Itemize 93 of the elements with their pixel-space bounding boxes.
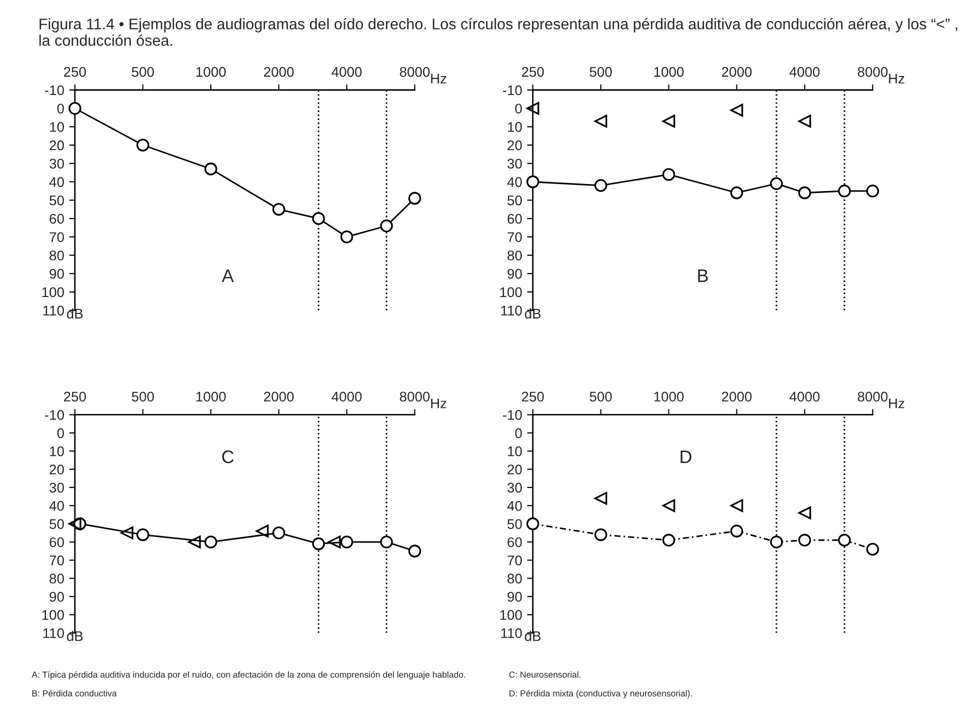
x-tick-label: 1000 — [196, 67, 226, 77]
y-axis-title: dB — [524, 630, 541, 642]
x-tick-label: 8000 — [858, 392, 888, 402]
text: B: Pérdida conductiva — [32, 690, 117, 696]
annotation: B — [698, 270, 708, 282]
text: A: Típica pérdida auditiva inducida por el ruido, con afectación de la zona de comprensión del lenguaje hablado. — [32, 671, 466, 680]
y-tick-label: 30 — [50, 482, 64, 493]
x-tick-label: 250 — [64, 67, 86, 77]
y-tick-label: 110 — [501, 306, 522, 316]
annotation: D — [680, 450, 692, 464]
x-tick-label: 1000 — [196, 392, 226, 402]
y-tick-label: 20 — [50, 464, 64, 474]
x-tick-label: 250 — [522, 392, 544, 402]
y-tick-label: 80 — [508, 250, 522, 260]
y-tick-label: 40 — [507, 177, 522, 187]
y-tick-label: 100 — [42, 287, 64, 298]
y-tick-label: 10 — [50, 122, 64, 132]
y-tick-label: 0 — [57, 104, 64, 114]
y-tick-label: 110 — [43, 306, 64, 316]
y-tick-label: 0 — [515, 428, 522, 438]
text: D: Pérdida mixta (conductiva y neurosensorial). — [510, 690, 692, 698]
y-axis-title: dB — [66, 308, 83, 319]
x-tick-label: 500 — [132, 392, 154, 402]
x-tick-label: 8000 — [400, 392, 430, 402]
x-tick-label: 500 — [590, 392, 612, 402]
y-tick-label: 80 — [508, 574, 522, 584]
y-axis-title: dB — [66, 630, 83, 642]
x-tick-label: 4000 — [332, 67, 362, 77]
y-tick-label: 30 — [507, 158, 522, 169]
x-tick-label: 250 — [64, 392, 86, 402]
y-tick-label: 70 — [508, 232, 522, 242]
x-tick-label: 1000 — [654, 67, 684, 77]
y-tick-label: 70 — [50, 232, 64, 242]
y-tick-label: 0 — [515, 104, 522, 114]
y-tick-label: 60 — [50, 537, 64, 548]
y-tick-label: 90 — [508, 268, 522, 279]
y-tick-label: 20 — [508, 464, 522, 474]
y-tick-label: 10 — [508, 122, 522, 132]
x-axis-title: Hz — [889, 398, 904, 408]
annotation: A — [222, 270, 234, 282]
x-tick-label: 4000 — [790, 67, 820, 77]
x-tick-label: 250 — [522, 67, 544, 77]
y-tick-label: -10 — [45, 85, 64, 96]
y-tick-label: 90 — [50, 268, 64, 279]
y-tick-label: 50 — [50, 195, 64, 206]
y-tick-label: 60 — [508, 214, 522, 224]
y-tick-label: 60 — [50, 214, 64, 224]
y-tick-label: 80 — [50, 574, 64, 584]
y-tick-label: 50 — [50, 519, 64, 529]
y-tick-label: 50 — [507, 195, 522, 206]
y-tick-label: 20 — [508, 140, 522, 150]
y-tick-label: 10 — [508, 446, 522, 456]
x-tick-label: 1000 — [654, 392, 684, 402]
y-tick-label: 10 — [50, 446, 64, 456]
x-tick-label: 500 — [132, 67, 154, 77]
x-tick-label: 4000 — [332, 392, 362, 402]
y-tick-label: 90 — [508, 592, 522, 602]
y-tick-label: 30 — [50, 158, 64, 169]
x-tick-label: 2000 — [264, 392, 294, 402]
x-axis-title: Hz — [431, 74, 446, 84]
x-tick-label: 4000 — [790, 392, 820, 402]
y-tick-label: 100 — [500, 610, 522, 620]
y-tick-label: 20 — [50, 140, 64, 150]
y-tick-label: 70 — [50, 555, 64, 566]
x-tick-label: 8000 — [858, 67, 888, 77]
y-tick-label: 30 — [507, 482, 522, 493]
y-tick-label: -10 — [45, 410, 64, 420]
y-tick-label: 90 — [50, 592, 64, 602]
text: C: Neurosensorial. — [509, 671, 580, 678]
y-tick-label: -10 — [502, 85, 522, 96]
x-tick-label: 2000 — [264, 67, 294, 77]
x-axis-title: Hz — [431, 398, 446, 408]
x-axis-title: Hz — [889, 74, 904, 84]
y-tick-label: 110 — [43, 628, 64, 638]
x-tick-label: 2000 — [722, 67, 752, 77]
text: Figura 11.4 • Ejemplos de audiogramas del oído derecho. Los círculos representan una pérdida auditiva de conducción aérea, y los “<” , la conducción ósea. — [39, 18, 958, 46]
y-tick-label: 50 — [507, 519, 522, 529]
y-tick-label: 70 — [508, 555, 522, 566]
x-tick-label: 500 — [590, 67, 612, 77]
y-tick-label: 110 — [501, 628, 522, 638]
x-tick-label: 8000 — [400, 67, 430, 77]
annotation: C — [222, 450, 234, 464]
y-tick-label: 40 — [507, 500, 522, 511]
y-tick-label: 40 — [49, 500, 64, 511]
x-tick-label: 2000 — [722, 392, 752, 402]
y-tick-label: 100 — [500, 287, 522, 298]
y-tick-label: 100 — [42, 610, 64, 620]
y-tick-label: 40 — [49, 177, 64, 187]
y-axis-title: dB — [524, 308, 541, 319]
y-tick-label: 80 — [50, 250, 64, 260]
y-tick-label: 60 — [508, 537, 522, 548]
y-tick-label: -10 — [502, 410, 522, 420]
y-tick-label: 0 — [57, 428, 64, 438]
